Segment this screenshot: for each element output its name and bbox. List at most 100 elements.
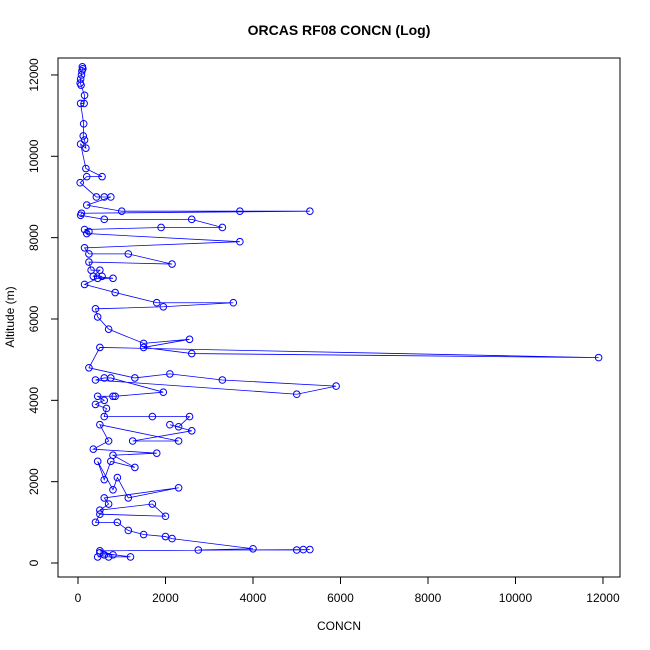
data-point xyxy=(91,305,100,313)
data-point xyxy=(139,339,148,348)
data-point xyxy=(93,457,102,466)
data-point xyxy=(187,349,196,358)
data-point xyxy=(104,500,113,508)
data-point xyxy=(107,193,115,201)
data-point xyxy=(91,376,100,384)
data-point xyxy=(100,396,109,405)
data-point xyxy=(139,343,148,352)
x-tick-label: 12000 xyxy=(586,591,620,605)
data-point xyxy=(292,390,301,399)
data-point xyxy=(159,388,168,396)
data-point xyxy=(82,172,91,181)
data-point xyxy=(187,215,196,224)
data-point xyxy=(161,532,170,541)
data-point xyxy=(98,272,106,281)
data-point xyxy=(152,449,161,457)
data-point xyxy=(76,211,85,220)
data-point xyxy=(157,223,165,232)
data-point xyxy=(185,412,194,421)
data-point xyxy=(236,237,244,246)
data-point xyxy=(594,353,603,362)
data-point xyxy=(109,486,117,494)
x-tick-label: 4000 xyxy=(240,591,267,605)
data-point xyxy=(82,164,90,173)
data-point xyxy=(168,260,176,268)
data-point xyxy=(93,313,102,321)
data-point xyxy=(218,376,227,384)
data-point xyxy=(100,412,109,421)
data-point xyxy=(104,553,113,561)
data-point xyxy=(80,91,89,100)
data-point xyxy=(93,392,102,401)
data-point xyxy=(100,494,109,502)
data-point xyxy=(76,99,85,108)
data-point xyxy=(77,71,86,79)
data-point xyxy=(124,494,133,502)
data-point xyxy=(124,526,133,535)
data-point xyxy=(109,274,117,283)
data-point xyxy=(91,400,100,409)
data-point xyxy=(96,420,104,429)
y-tick-label: 4000 xyxy=(27,387,41,414)
data-point xyxy=(104,437,113,445)
data-point xyxy=(82,201,91,209)
data-point xyxy=(194,546,203,554)
data-line xyxy=(79,66,599,558)
data-point xyxy=(96,549,104,557)
data-point xyxy=(85,258,93,266)
data-point xyxy=(131,463,139,472)
data-point xyxy=(117,207,126,216)
data-point xyxy=(249,544,257,553)
data-point xyxy=(98,172,106,181)
data-point xyxy=(159,302,168,311)
plot-frame xyxy=(57,57,621,578)
data-point xyxy=(185,335,194,344)
data-point xyxy=(109,392,117,401)
data-point xyxy=(91,518,100,527)
data-point xyxy=(85,227,93,236)
data-point xyxy=(131,374,139,382)
data-point xyxy=(104,325,113,333)
data-point xyxy=(82,229,91,238)
data-point xyxy=(113,473,122,482)
data-point xyxy=(79,132,88,140)
x-tick-label: 6000 xyxy=(327,591,354,605)
data-point xyxy=(76,178,84,187)
y-tick-label: 2000 xyxy=(27,468,41,495)
y-tick-label: 8000 xyxy=(27,224,41,251)
data-point xyxy=(80,280,89,289)
data-point xyxy=(82,144,90,152)
data-point xyxy=(299,545,308,554)
data-point xyxy=(96,343,104,352)
y-axis-label: Altitude (m) xyxy=(3,286,17,347)
x-tick-label: 2000 xyxy=(152,591,179,605)
data-point xyxy=(111,288,119,297)
data-point xyxy=(85,363,93,372)
data-point xyxy=(102,404,111,413)
data-point xyxy=(166,370,174,378)
data-point xyxy=(109,551,117,559)
data-point xyxy=(148,500,157,508)
data-point xyxy=(174,437,183,445)
data-point xyxy=(166,420,174,429)
data-point xyxy=(139,530,148,539)
y-tick-label: 12000 xyxy=(27,58,41,92)
x-tick-label: 10000 xyxy=(499,591,533,605)
data-point xyxy=(78,67,86,75)
data-point xyxy=(161,512,170,521)
data-point xyxy=(80,225,89,234)
data-point xyxy=(187,427,196,435)
data-point xyxy=(126,553,135,561)
data-point xyxy=(85,250,93,258)
x-axis-label: CONCN xyxy=(317,619,361,633)
y-tick-label: 0 xyxy=(27,559,41,566)
data-point xyxy=(89,445,98,453)
data-point xyxy=(93,553,102,561)
data-point xyxy=(168,534,176,543)
data-point xyxy=(80,136,89,144)
data-point xyxy=(79,119,88,128)
data-point xyxy=(80,99,88,108)
x-tick-label: 0 xyxy=(75,591,82,605)
data-point xyxy=(76,140,85,148)
